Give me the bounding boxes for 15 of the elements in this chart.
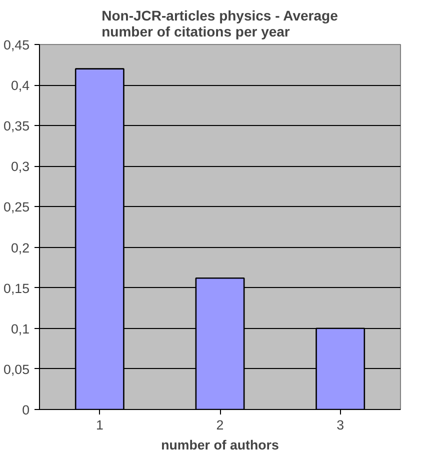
y-tick-label: 0,3 [10, 159, 30, 174]
y-tick-label: 0,15 [4, 280, 30, 296]
y-tick-label: 0,05 [4, 362, 30, 377]
y-tick-label: 0,2 [10, 240, 30, 256]
y-tick-label: 0,45 [4, 38, 30, 52]
y-tick-label: 0 [22, 402, 30, 418]
chart-title: Non-JCR-articles physics - Average number of citations per year [102, 8, 338, 40]
y-tick-label: 0,25 [4, 200, 30, 215]
y-tick-label: 0,35 [4, 118, 30, 134]
x-axis-title: number of authors [161, 438, 279, 452]
x-tick-label: 2 [216, 418, 224, 432]
x-tick-label: 1 [96, 418, 104, 432]
y-tick-label: 0,4 [10, 78, 30, 94]
x-tick-label: 3 [336, 418, 344, 432]
y-tick-label: 0,1 [10, 321, 30, 336]
